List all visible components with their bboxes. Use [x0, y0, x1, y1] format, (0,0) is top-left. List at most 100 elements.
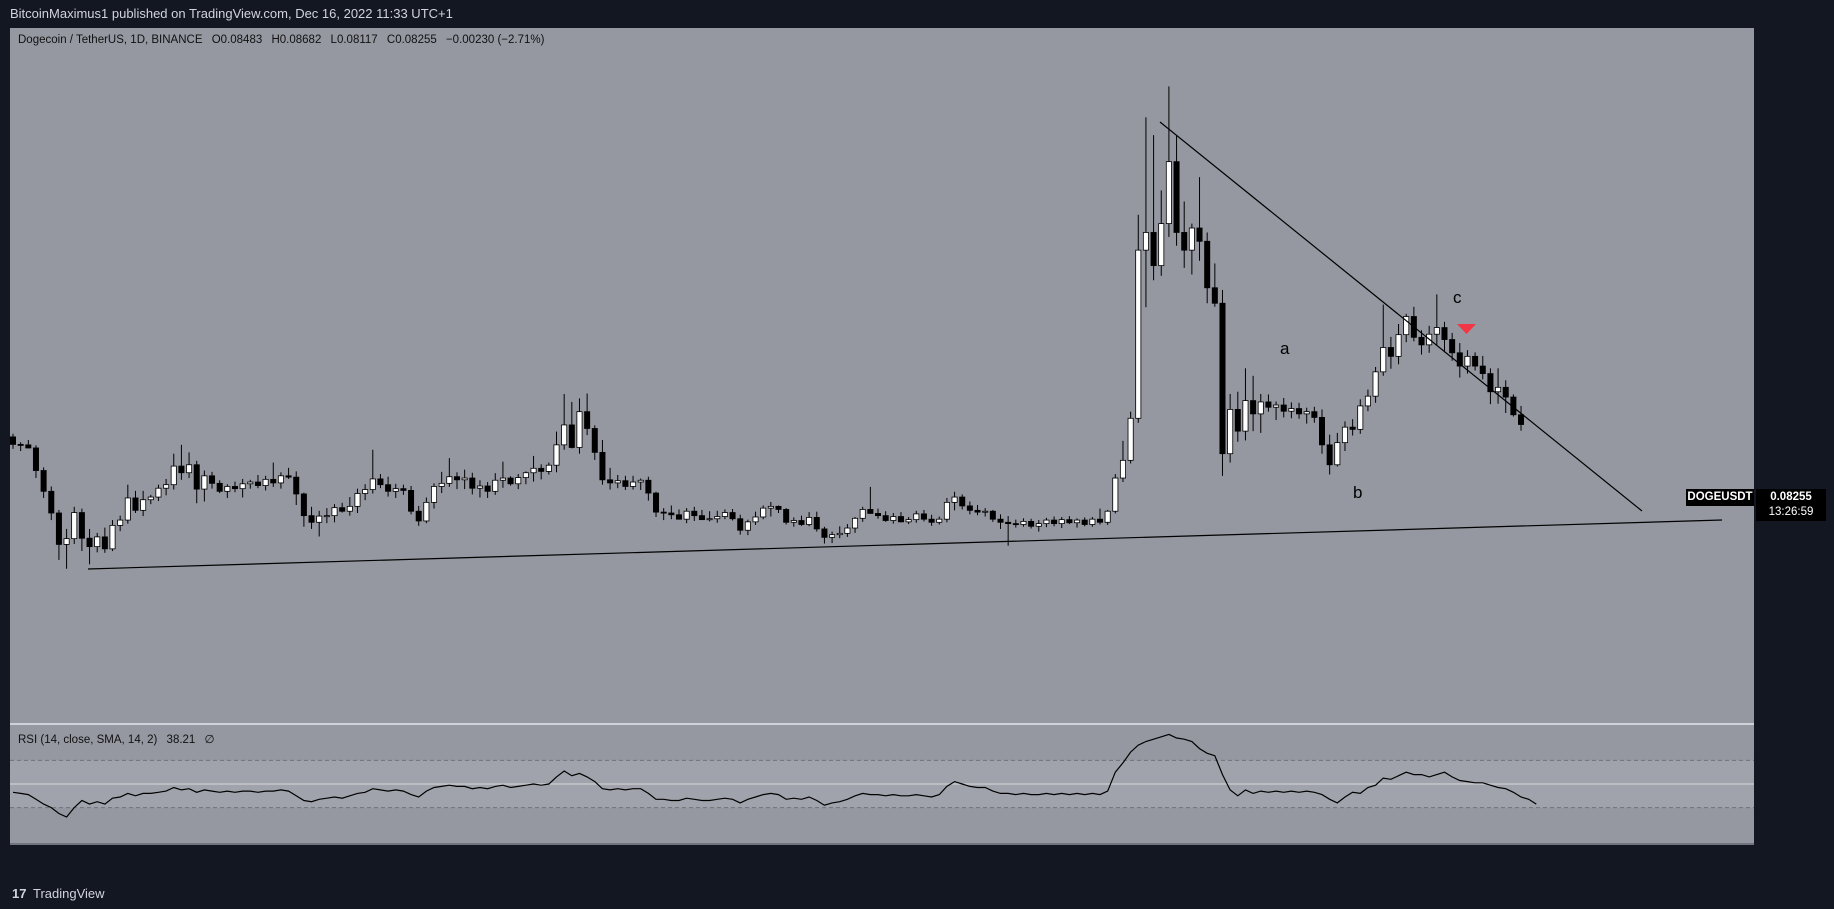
candle — [461, 469, 468, 490]
candle — [515, 474, 522, 490]
candle — [1479, 355, 1486, 380]
candle — [10, 433, 16, 449]
candle — [300, 492, 307, 527]
trendlines-group — [87, 121, 1723, 570]
candle — [438, 471, 445, 494]
sell-arrow-icon — [1457, 324, 1476, 334]
candle — [1119, 440, 1126, 483]
price-pane[interactable] — [10, 28, 1754, 723]
candle-down — [867, 509, 874, 514]
rsi-line — [12, 733, 1537, 818]
candle-down — [989, 510, 996, 520]
footer-brand: TradingView — [33, 886, 105, 901]
candle-up — [1142, 232, 1149, 251]
candle — [890, 512, 897, 524]
candle — [469, 472, 476, 495]
high-value: 0.08682 — [279, 34, 322, 46]
candle-down — [813, 517, 820, 530]
candle-down — [1204, 240, 1211, 289]
chart-frame[interactable]: USDT0.160000.150000.140000.130000.120000… — [10, 28, 1754, 846]
candle-down — [1487, 373, 1494, 393]
symbol-name: Dogecoin / TetherUS, 1D, BINANCE — [18, 34, 203, 46]
candle-down — [1326, 444, 1333, 466]
candle-down — [385, 484, 392, 492]
low-label: L — [330, 34, 337, 46]
candle-up — [1464, 355, 1471, 367]
candle — [920, 509, 927, 522]
candle — [989, 509, 996, 522]
candle — [522, 471, 529, 485]
candle-up — [438, 482, 445, 487]
candle-down — [1387, 347, 1394, 357]
candle — [1280, 397, 1287, 418]
candle — [94, 532, 101, 553]
candle-up — [1372, 371, 1379, 397]
candle — [1142, 117, 1149, 308]
candle — [1349, 419, 1356, 436]
candle-up — [1043, 519, 1050, 525]
candle — [476, 480, 483, 498]
candle-up — [124, 497, 131, 521]
candle-down — [1518, 414, 1525, 425]
candle-up — [362, 489, 369, 494]
candle-down — [928, 518, 935, 523]
candle — [155, 484, 162, 502]
candle-down — [55, 512, 62, 545]
candle — [775, 505, 782, 513]
candle-down — [737, 518, 744, 531]
candle — [1242, 368, 1249, 441]
candle — [737, 514, 744, 535]
candle-down — [1449, 339, 1456, 354]
candle — [1456, 343, 1463, 378]
candle-up — [913, 513, 920, 521]
open-label: O — [211, 34, 221, 46]
candle-up — [224, 486, 231, 492]
candle — [1403, 313, 1410, 343]
candle — [913, 510, 920, 523]
candle — [867, 486, 874, 514]
candle-up — [1334, 442, 1341, 466]
candle-up — [155, 487, 162, 498]
candle-up — [1433, 327, 1440, 335]
candle-down — [209, 475, 216, 484]
candle-down — [645, 479, 652, 494]
candle-down — [254, 481, 261, 486]
candle-up — [630, 481, 637, 487]
candle-down — [231, 486, 238, 490]
candle — [630, 475, 637, 490]
candle-down — [1349, 426, 1356, 430]
candle — [760, 505, 767, 520]
candle-up — [117, 519, 124, 526]
candle — [1303, 407, 1310, 424]
candle-up — [109, 524, 116, 550]
candle-up — [836, 532, 843, 536]
candle — [369, 449, 376, 494]
candle — [568, 401, 575, 449]
candle — [1372, 366, 1379, 403]
candle — [293, 471, 300, 506]
candle-up — [522, 472, 529, 478]
close-value: 0.08255 — [395, 34, 437, 46]
candle — [1296, 402, 1303, 419]
candle — [446, 458, 453, 487]
candle — [1150, 135, 1157, 281]
ascending-trendline — [87, 519, 1723, 570]
candle-down — [1181, 232, 1188, 251]
candle-down — [653, 492, 660, 513]
candle — [1074, 518, 1081, 528]
candle — [499, 461, 506, 488]
wave-label-a: a — [1280, 339, 1290, 358]
candle — [109, 520, 116, 552]
candle-down — [568, 424, 575, 448]
candle — [1257, 393, 1264, 433]
candle-down — [1097, 518, 1104, 523]
candle-down — [377, 478, 384, 486]
candle-down — [32, 447, 39, 471]
price-chart[interactable]: USDT0.160000.150000.140000.130000.120000… — [10, 28, 1754, 846]
candle — [698, 509, 705, 521]
candle-up — [1288, 408, 1295, 412]
candle-down — [698, 515, 705, 521]
candle — [1364, 389, 1371, 412]
candle — [193, 460, 200, 504]
candle — [905, 516, 912, 525]
